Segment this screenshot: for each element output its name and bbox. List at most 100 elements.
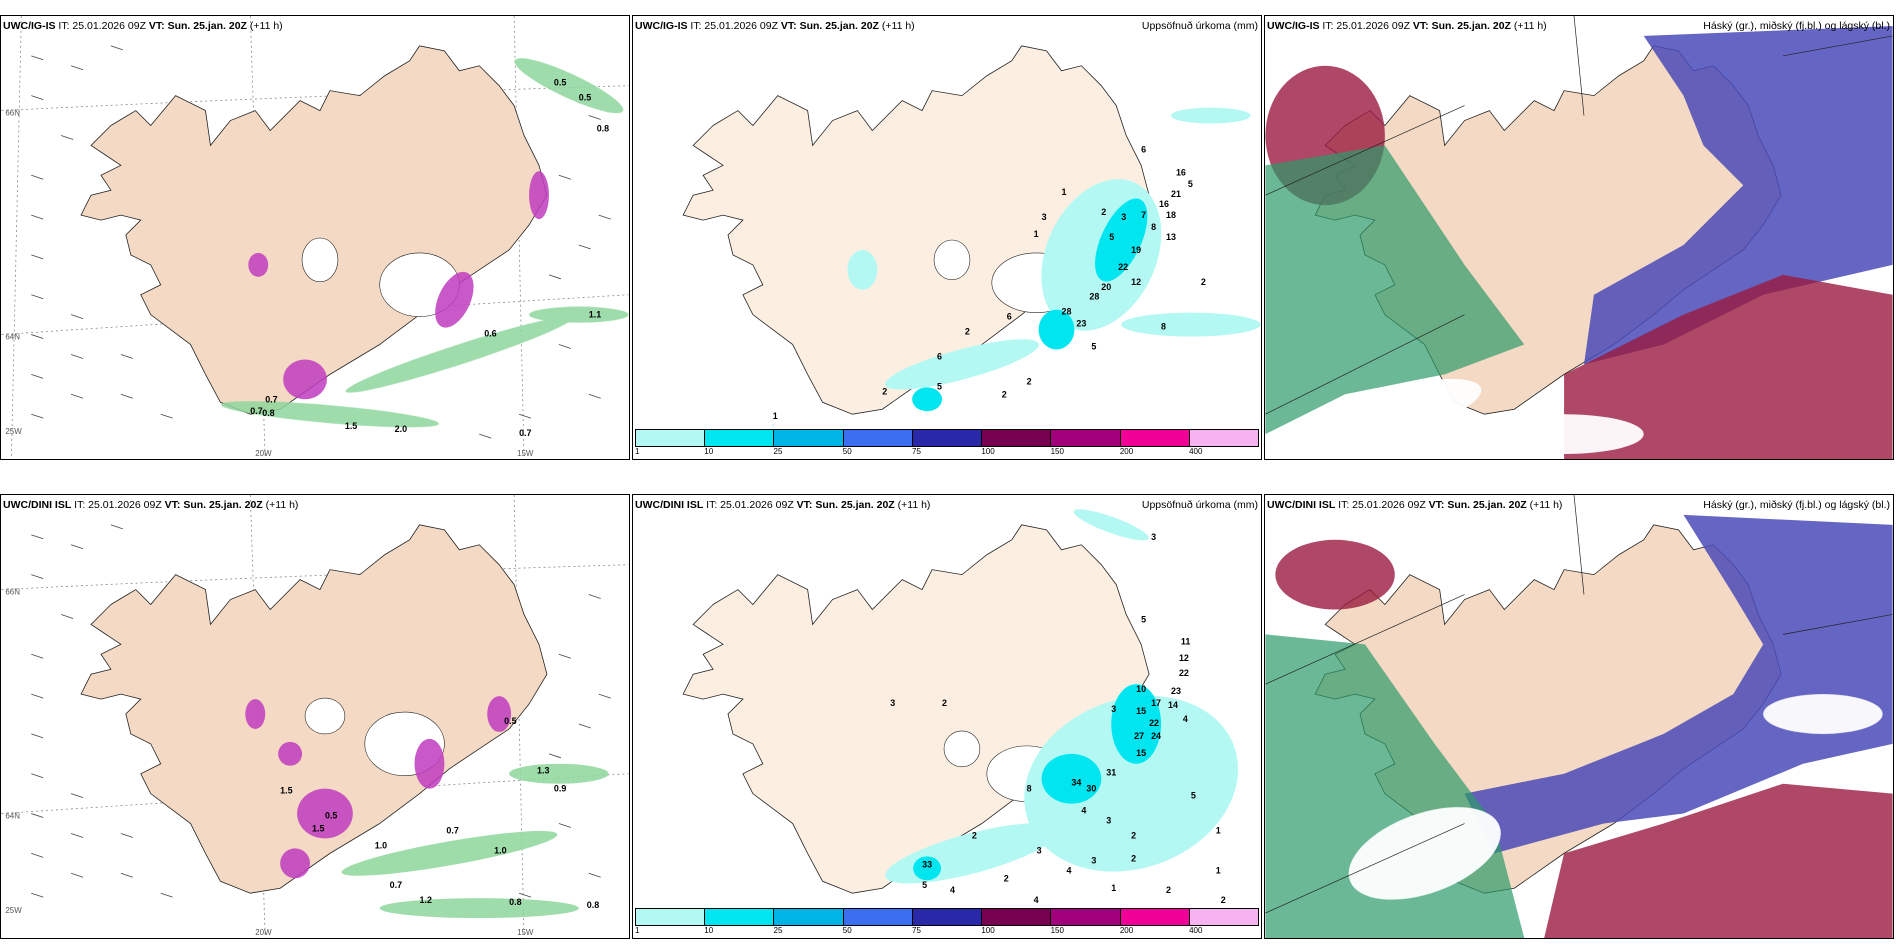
colorbar-tick: 200	[1119, 926, 1134, 935]
colorbar-tick: 25	[773, 926, 783, 935]
svg-text:2: 2	[1166, 885, 1171, 895]
colorbar-swatch	[1120, 430, 1190, 446]
colorbar-tick: 50	[842, 447, 852, 456]
svg-text:20W: 20W	[255, 928, 272, 937]
wind-precip-map: 66N 64N 25W 20W 15W 0.5 0.5 0.7 0.8 0.6 …	[1, 16, 629, 459]
svg-text:30: 30	[1086, 784, 1096, 794]
panel-top-left: UWC/IG-IS IT: 25.01.2026 09Z VT: Sun. 25…	[0, 15, 630, 460]
svg-text:1.5: 1.5	[345, 421, 357, 431]
colorbar-swatches	[635, 429, 1259, 447]
colorbar-swatch	[774, 430, 844, 446]
colorbar-swatch	[636, 430, 706, 446]
panel-header: UWC/IG-IS IT: 25.01.2026 09Z VT: Sun. 25…	[3, 20, 283, 32]
precip-colorbar: 1 10 25 50 75 100 150 200 400	[635, 429, 1259, 457]
svg-text:0.6: 0.6	[484, 329, 496, 339]
panel-header: UWC/DINI ISL IT: 25.01.2026 09Z VT: Sun.…	[1267, 499, 1563, 511]
svg-text:0.9: 0.9	[554, 784, 566, 794]
colorbar-swatches	[635, 908, 1259, 926]
svg-text:20W: 20W	[255, 449, 272, 458]
colorbar-tick: 100	[981, 447, 995, 456]
svg-text:3: 3	[1042, 212, 1047, 222]
panel-title: Háský (gr.), miðský (fj.bl.) og lágský (…	[1703, 499, 1890, 511]
svg-text:5: 5	[1188, 179, 1193, 189]
colorbar-tick: 400	[1189, 926, 1203, 935]
svg-text:15: 15	[1136, 748, 1146, 758]
svg-text:27: 27	[1134, 731, 1144, 741]
model-label: UWC/IG-IS	[1267, 20, 1320, 32]
svg-text:8: 8	[1027, 784, 1032, 794]
colorbar-tick: 200	[1119, 447, 1134, 456]
svg-text:0.7: 0.7	[390, 880, 402, 890]
svg-text:1.5: 1.5	[312, 823, 324, 833]
colorbar-tick: 1	[635, 926, 640, 935]
svg-text:16: 16	[1159, 199, 1169, 209]
svg-text:6: 6	[937, 351, 942, 361]
svg-text:22: 22	[1179, 668, 1189, 678]
svg-text:2: 2	[1201, 277, 1206, 287]
panel-header: UWC/IG-IS IT: 25.01.2026 09Z VT: Sun. 25…	[635, 20, 915, 32]
svg-text:1.0: 1.0	[494, 845, 506, 855]
svg-text:14: 14	[1168, 700, 1178, 710]
svg-text:15W: 15W	[517, 928, 534, 937]
svg-text:2: 2	[1004, 873, 1009, 883]
svg-text:1: 1	[1061, 187, 1066, 197]
colorbar-tick: 50	[842, 926, 852, 935]
colorbar-tick: 25	[773, 447, 783, 456]
svg-text:25W: 25W	[5, 427, 22, 436]
panel-bottom-left: UWC/DINI ISL IT: 25.01.2026 09Z VT: Sun.…	[0, 494, 630, 939]
svg-text:7: 7	[1141, 210, 1146, 220]
svg-text:5: 5	[937, 381, 942, 391]
svg-text:3: 3	[890, 698, 895, 708]
colorbar-tick: 150	[1050, 926, 1064, 935]
colorbar-swatch	[982, 430, 1052, 446]
panel-top-right: UWC/IG-IS IT: 25.01.2026 09Z VT: Sun. 25…	[1264, 15, 1894, 460]
colorbar-tick: 75	[912, 447, 921, 456]
svg-text:18: 18	[1166, 210, 1176, 220]
svg-text:21: 21	[1171, 189, 1181, 199]
svg-text:28: 28	[1089, 292, 1099, 302]
model-label: UWC/IG-IS	[635, 20, 688, 32]
svg-text:2: 2	[1027, 376, 1032, 386]
svg-text:4: 4	[1183, 714, 1188, 724]
colorbar-swatch	[705, 909, 775, 925]
svg-text:0.7: 0.7	[250, 406, 262, 416]
svg-text:13: 13	[1166, 232, 1176, 242]
svg-text:5: 5	[1191, 791, 1196, 801]
svg-text:22: 22	[1149, 718, 1159, 728]
colorbar-swatch	[1189, 430, 1258, 446]
svg-text:0.5: 0.5	[504, 716, 516, 726]
svg-text:19: 19	[1131, 245, 1141, 255]
colorbar-swatch	[843, 430, 913, 446]
svg-text:16: 16	[1176, 167, 1186, 177]
svg-text:17: 17	[1151, 698, 1161, 708]
colorbar-swatch	[705, 430, 775, 446]
svg-text:10: 10	[1136, 684, 1146, 694]
svg-text:2: 2	[942, 698, 947, 708]
svg-text:1.5: 1.5	[280, 786, 292, 796]
svg-text:1: 1	[1034, 229, 1039, 239]
colorbar-swatch	[636, 909, 706, 925]
colorbar-tick: 10	[704, 447, 714, 456]
svg-text:2: 2	[972, 830, 977, 840]
svg-text:2.0: 2.0	[395, 424, 407, 434]
colorbar-swatch	[1120, 909, 1190, 925]
svg-text:4: 4	[1081, 806, 1086, 816]
svg-text:1.2: 1.2	[420, 895, 432, 905]
colorbar-swatch	[774, 909, 844, 925]
panel-header: UWC/DINI ISL IT: 25.01.2026 09Z VT: Sun.…	[3, 499, 299, 511]
svg-text:2: 2	[1101, 207, 1106, 217]
svg-text:2: 2	[1002, 389, 1007, 399]
svg-text:8: 8	[1151, 222, 1156, 232]
svg-text:0.7: 0.7	[265, 394, 277, 404]
panel-title: Uppsöfnuð úrkoma (mm)	[1141, 20, 1258, 32]
svg-text:34: 34	[1071, 778, 1081, 788]
svg-text:24: 24	[1151, 731, 1161, 741]
svg-text:3: 3	[1121, 212, 1126, 222]
svg-text:2: 2	[1131, 830, 1136, 840]
colorbar-swatch	[1189, 909, 1258, 925]
svg-text:66N: 66N	[5, 588, 20, 597]
svg-text:5: 5	[1141, 614, 1146, 624]
colorbar-tick: 400	[1189, 447, 1203, 456]
svg-text:1: 1	[1216, 825, 1221, 835]
svg-text:15W: 15W	[517, 449, 534, 458]
